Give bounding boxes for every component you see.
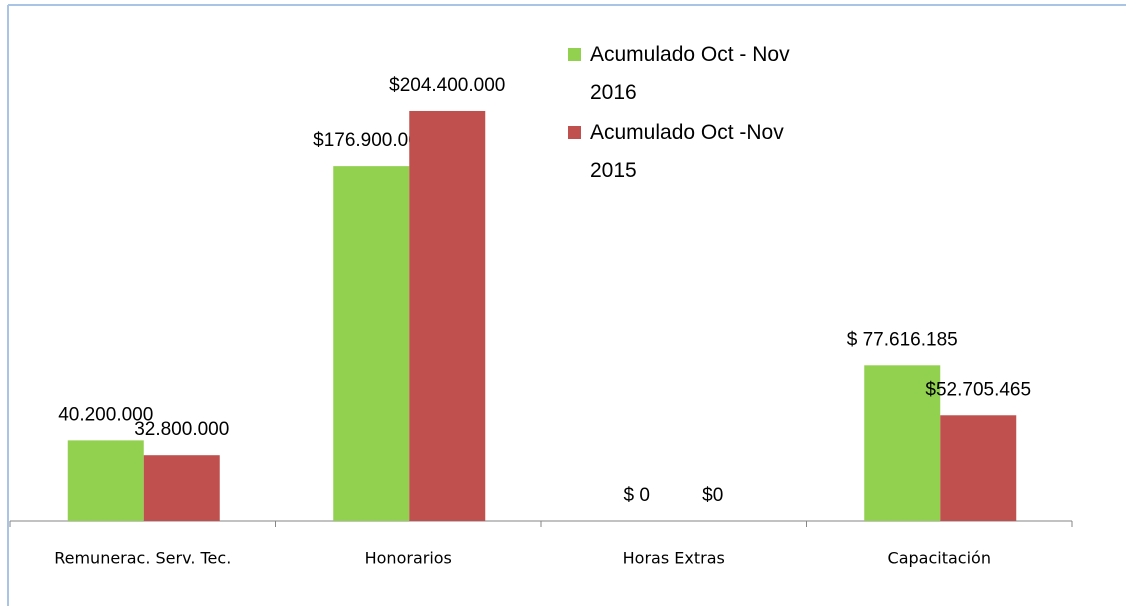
- value-label: $52.705.465: [925, 379, 1031, 400]
- legend-label: Acumulado Oct -Nov 2015: [590, 121, 784, 182]
- value-label: $176.900.000: [313, 130, 429, 151]
- value-label: 40.200.000: [58, 404, 153, 425]
- bar: [409, 110, 486, 521]
- legend-label: Acumulado Oct - Nov 2016: [590, 43, 790, 104]
- bar: [940, 415, 1017, 521]
- value-label: $ 0: [624, 485, 650, 506]
- value-label: $204.400.000: [389, 75, 505, 96]
- bar: [67, 440, 144, 521]
- legend: Acumulado Oct - Nov 2016 Acumulado Oct -N…: [566, 36, 846, 192]
- legend-swatch: [568, 126, 581, 139]
- x-tick-label: Remunerac. Serv. Tec.: [54, 549, 231, 568]
- value-label: 32.800.000: [134, 419, 229, 440]
- x-tick-label: Capacitación: [888, 549, 991, 568]
- legend-item: Acumulado Oct -Nov 2015: [566, 114, 820, 190]
- legend-item: Acumulado Oct - Nov 2016: [566, 36, 820, 112]
- x-tick-label: Honorarios: [365, 549, 452, 568]
- bar: [864, 365, 941, 521]
- value-label: $0: [702, 485, 723, 506]
- x-tick-label: Horas Extras: [623, 549, 725, 568]
- bar: [143, 455, 220, 521]
- legend-swatch: [568, 48, 581, 61]
- value-label: $ 77.616.185: [847, 329, 958, 350]
- bar: [333, 166, 410, 521]
